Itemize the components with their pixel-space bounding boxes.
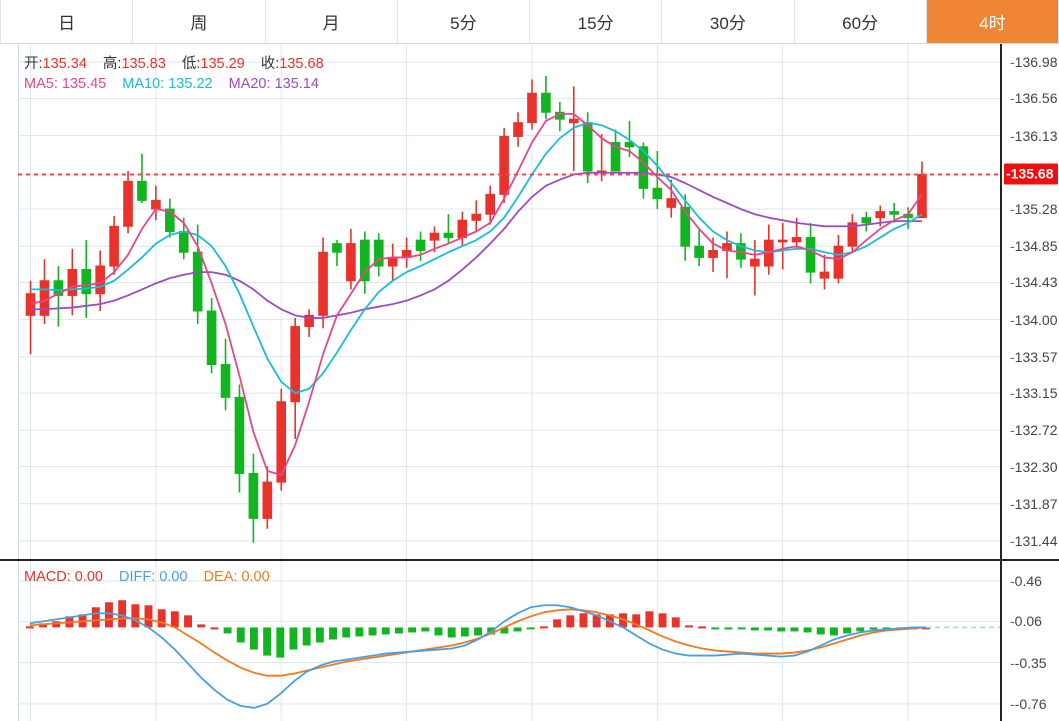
price-tick-label: -131.87 bbox=[1010, 495, 1058, 512]
price-tick-label: -132.30 bbox=[1010, 458, 1058, 475]
tab-4时[interactable]: 4时 bbox=[926, 0, 1059, 43]
macd-gridlines bbox=[18, 561, 1000, 721]
price-gridlines bbox=[18, 44, 1000, 559]
macd-left-rule bbox=[18, 561, 19, 721]
price-series bbox=[18, 75, 1000, 543]
charts-container: -136.98 -136.56 -136.13 -135.28 -134.85 -134.… bbox=[0, 44, 1059, 721]
price-tick-label: -131.44 bbox=[1010, 532, 1058, 549]
tab-周[interactable]: 周 bbox=[133, 0, 266, 43]
tab-5分[interactable]: 5分 bbox=[397, 0, 530, 43]
price-tick-label: -135.28 bbox=[1010, 201, 1058, 218]
current-price-badge: -135.68 bbox=[1004, 163, 1059, 185]
macd-plot[interactable] bbox=[18, 561, 1000, 721]
price-panel: -136.98 -136.56 -136.13 -135.28 -134.85 -134.… bbox=[0, 44, 1059, 559]
tab-60分[interactable]: 60分 bbox=[794, 0, 927, 43]
macd-tick-label: --0.76 bbox=[1010, 695, 1047, 712]
macd-tick-label: -0.46 bbox=[1010, 573, 1042, 590]
price-tick-label: -136.13 bbox=[1010, 127, 1058, 144]
price-plot[interactable] bbox=[18, 44, 1000, 559]
price-tick-label: -136.56 bbox=[1010, 90, 1058, 107]
macd-panel: -0.46 -0.06 --0.35 --0.76 MACD: 0.00 DIFF: … bbox=[0, 559, 1059, 721]
price-tick-label: -132.72 bbox=[1010, 422, 1058, 439]
tab-日[interactable]: 日 bbox=[0, 0, 134, 43]
period-tab-bar[interactable]: 日周月 5分 15分 30分 60分 4时 bbox=[0, 0, 1059, 44]
macd-axis: -0.46 -0.06 --0.35 --0.76 bbox=[1000, 561, 1059, 721]
price-tick-label: -133.57 bbox=[1010, 348, 1058, 365]
tab-30分[interactable]: 30分 bbox=[662, 0, 795, 43]
tab-月[interactable]: 月 bbox=[265, 0, 398, 43]
price-axis: -136.98 -136.56 -136.13 -135.28 -134.85 -134.… bbox=[1000, 44, 1059, 559]
macd-series bbox=[25, 600, 1000, 709]
macd-tick-label: -0.06 bbox=[1010, 613, 1042, 630]
price-tick-label: -136.98 bbox=[1010, 54, 1058, 71]
tab-15分[interactable]: 15分 bbox=[530, 0, 663, 43]
price-tick-label: -134.00 bbox=[1010, 311, 1058, 328]
macd-tick-label: --0.35 bbox=[1010, 654, 1047, 671]
price-tick-label: -133.15 bbox=[1010, 385, 1058, 402]
price-tick-label: -134.43 bbox=[1010, 274, 1058, 291]
price-left-rule bbox=[18, 44, 19, 559]
price-tick-label: -134.85 bbox=[1010, 238, 1058, 255]
